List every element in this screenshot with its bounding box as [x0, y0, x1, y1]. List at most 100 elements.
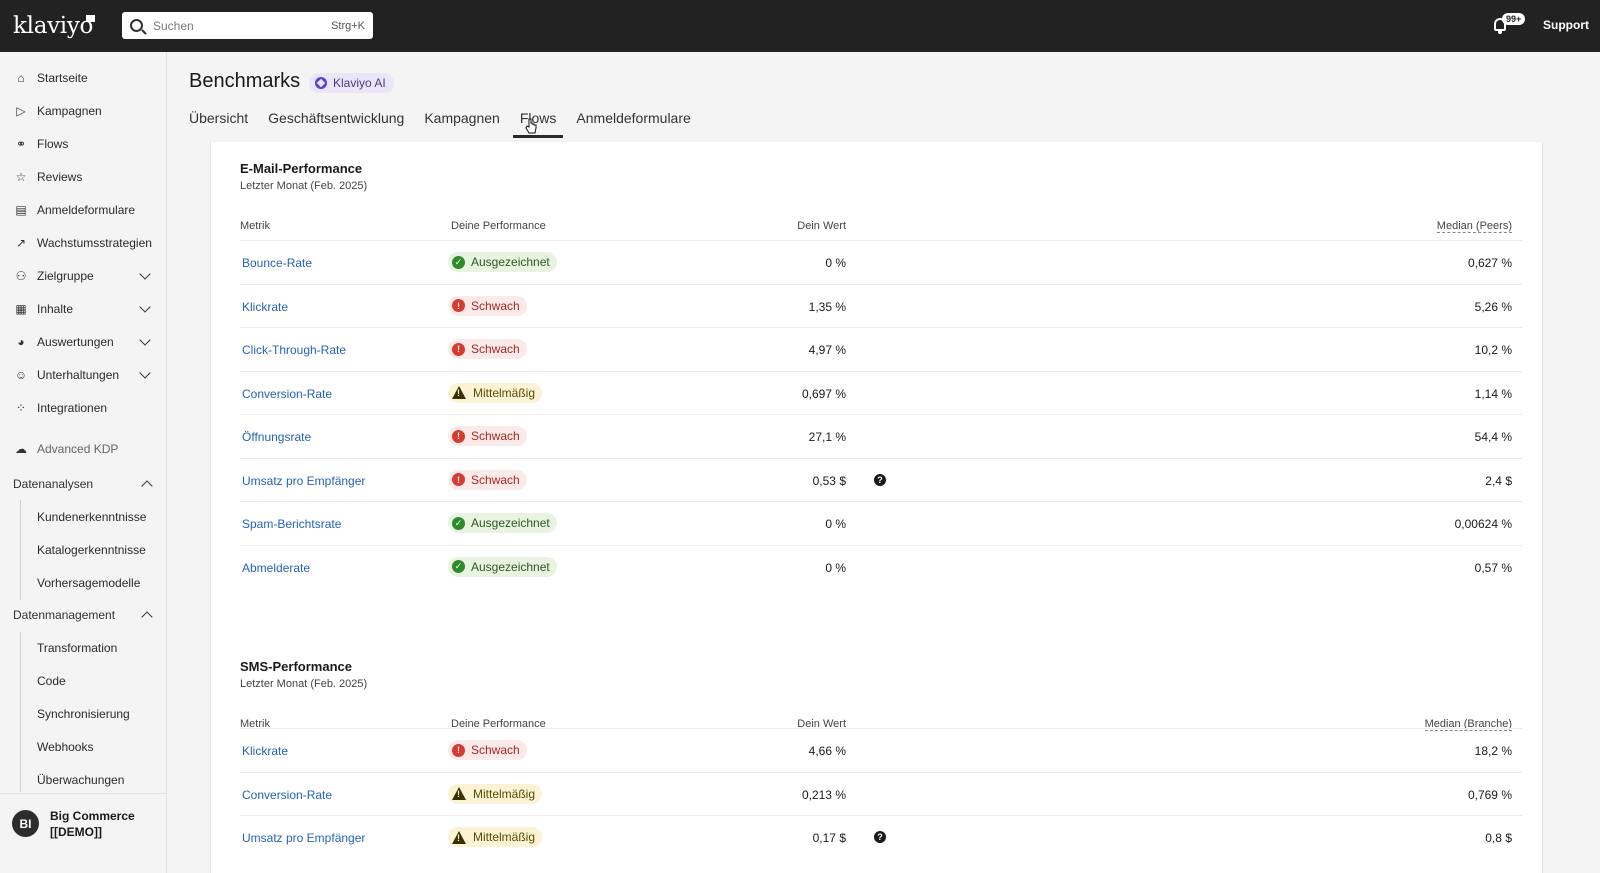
support-link[interactable]: Support — [1543, 18, 1589, 32]
performance-badge: ✓ Ausgezeichnet — [448, 513, 557, 533]
sidebar-subitem-kundenerkenntnisse[interactable]: Kundenerkenntnisse — [37, 510, 147, 524]
table-row: Umsatz pro Empfänger! Schwach 0,53 $? 2,4 $ — [240, 457, 1522, 501]
column-header-metric: Metrik — [240, 220, 270, 232]
star-icon: ☆ — [15, 170, 27, 184]
table-row: Spam-Berichtsrate ✓ Ausgezeichnet 0 % 0,0062… — [240, 501, 1522, 544]
sidebar-subitem-katalogerkenntnisse[interactable]: Katalogerkenntnisse — [37, 543, 146, 557]
sidebar-subitem-transformation[interactable]: Transformation — [37, 641, 118, 655]
sidebar-item-label: Anmeldeformulare — [37, 203, 136, 217]
search-input[interactable] — [153, 18, 332, 33]
sidebar-item-startseite[interactable]: ⌂ Startseite — [0, 64, 166, 92]
check-circle-icon: ✓ — [452, 255, 465, 269]
page-header: Benchmarks Klaviyo AI Übersicht Geschäft… — [167, 52, 1600, 142]
tab-kampagnen[interactable]: Kampagnen — [424, 110, 500, 126]
table-row: Öffnungsrate! Schwach 27,1 % 54,4 % — [240, 414, 1522, 457]
median-value: 5,26 % — [1474, 299, 1512, 314]
sidebar-item-zielgruppe[interactable]: ⚇ Zielgruppe — [0, 262, 166, 290]
sidebar-item-advanced-kdp[interactable]: ☁ Advanced KDP — [0, 435, 166, 463]
sidebar-subitem-synchronisierung[interactable]: Synchronisierung — [37, 707, 130, 721]
performance-badge-label: Mittelmäßig — [473, 385, 536, 400]
trend-icon: ↗ — [15, 236, 27, 250]
performance-badge: ! Schwach — [448, 740, 527, 760]
help-icon[interactable]: ? — [874, 831, 886, 843]
metric-link[interactable]: Abmelderate — [242, 560, 311, 575]
column-header-median[interactable]: Median (Peers) — [1436, 220, 1512, 233]
metric-link[interactable]: Öffnungsrate — [242, 430, 312, 444]
column-header-metric: Metrik — [240, 718, 270, 730]
help-icon[interactable]: ? — [874, 473, 886, 486]
alert-circle-icon: ! — [452, 743, 465, 757]
pie-chart-icon: ◕ — [17, 335, 25, 349]
check-circle-icon: ✓ — [452, 560, 465, 573]
metric-link[interactable]: Click-Through-Rate — [242, 343, 347, 357]
performance-badge-label: Ausgezeichnet — [471, 559, 550, 574]
tab-uebersicht[interactable]: Übersicht — [189, 110, 249, 126]
warning-triangle-icon — [452, 830, 466, 844]
metric-link[interactable]: Klickrate — [242, 744, 289, 758]
sidebar-item-label: Wachstumsstrategien — [37, 236, 152, 250]
sparkle-icon — [315, 77, 327, 89]
account-switcher[interactable]: BI Big Commerce [[DEMO]] — [0, 793, 166, 873]
median-value: 0,8 $ — [1485, 831, 1512, 845]
sidebar-subitem-ueberwachungen[interactable]: Überwachungen — [37, 773, 125, 787]
chevron-down-icon — [139, 367, 151, 379]
tab-bar: Übersicht Geschäftsentwicklung Kampagnen… — [189, 110, 711, 138]
performance-badge: Mittelmäßig — [448, 783, 543, 804]
median-value: 54,4 % — [1474, 430, 1512, 444]
sidebar-item-reviews[interactable]: ☆ Reviews — [0, 163, 166, 191]
klaviyo-logo[interactable]: klaviyo — [13, 13, 113, 39]
sidebar-item-wachstumsstrategien[interactable]: ↗ Wachstumsstrategien — [0, 229, 166, 257]
chevron-up-icon[interactable] — [141, 480, 153, 492]
sidebar-item-auswertungen[interactable]: ◕ Auswertungen — [0, 328, 166, 356]
metric-link[interactable]: Umsatz pro Empfänger — [242, 831, 366, 845]
performance-badge-label: Schwach — [471, 342, 520, 356]
performance-badge: ✓ Ausgezeichnet — [448, 252, 557, 272]
metric-link[interactable]: Conversion-Rate — [242, 386, 333, 401]
hand-cursor-icon — [525, 118, 537, 134]
performance-badge-label: Schwach — [471, 472, 520, 487]
metric-link[interactable]: Umsatz pro Empfänger — [242, 473, 366, 488]
sidebar-item-flows[interactable]: ⚭ Flows — [0, 130, 166, 158]
notifications-button[interactable]: 99+ — [1492, 13, 1526, 38]
chevron-up-icon[interactable] — [141, 611, 153, 623]
metric-link[interactable]: Bounce-Rate — [242, 256, 313, 270]
metric-link[interactable]: Spam-Berichtsrate — [242, 517, 342, 531]
column-header-median[interactable]: Median (Branche) — [1424, 718, 1512, 731]
median-value: 2,4 $ — [1485, 473, 1512, 488]
form-icon: ▤ — [15, 203, 27, 217]
tab-anmeldeformulare[interactable]: Anmeldeformulare — [576, 110, 691, 126]
search-icon — [130, 19, 143, 32]
klaviyo-ai-badge[interactable]: Klaviyo AI — [309, 73, 394, 93]
sidebar-subitem-vorhersagemodelle[interactable]: Vorhersagemodelle — [37, 576, 141, 590]
flow-icon: ⚭ — [15, 137, 27, 151]
sidebar-item-kampagnen[interactable]: ▷ Kampagnen — [0, 97, 166, 125]
median-value: 0,57 % — [1474, 560, 1512, 575]
performance-badge-label: Mittelmäßig — [473, 830, 536, 844]
check-circle-icon: ✓ — [452, 516, 465, 530]
chevron-down-icon — [139, 301, 151, 313]
sidebar-item-inhalte[interactable]: ▦ Inhalte — [0, 295, 166, 323]
median-value: 1,14 % — [1474, 386, 1512, 401]
your-value: 0,213 % — [801, 787, 846, 802]
performance-badge-label: Schwach — [471, 429, 520, 443]
sidebar-item-unterhaltungen[interactable]: ☺ Unterhaltungen — [0, 361, 166, 389]
metric-link[interactable]: Klickrate — [242, 299, 289, 314]
section-datenmanagement[interactable]: Datenmanagement — [13, 608, 116, 622]
sidebar-item-integrationen[interactable]: ⁘ Integrationen — [0, 394, 166, 422]
sidebar-item-anmeldeformulare[interactable]: ▤ Anmeldeformulare — [0, 196, 166, 224]
your-value: 0 % — [825, 560, 846, 575]
sidebar-subitem-webhooks[interactable]: Webhooks — [37, 740, 94, 754]
sidebar-subitem-code[interactable]: Code — [37, 674, 66, 688]
alert-circle-icon: ! — [452, 299, 465, 312]
performance-badge: ! Schwach — [448, 426, 527, 446]
chevron-down-icon — [139, 334, 151, 346]
chat-icon: ☺ — [14, 368, 28, 382]
home-icon: ⌂ — [17, 71, 25, 85]
section-datenanalysen[interactable]: Datenanalysen — [13, 477, 94, 491]
tree-line — [20, 632, 21, 792]
tab-geschaeftsentwicklung[interactable]: Geschäftsentwicklung — [268, 110, 405, 126]
search-box[interactable]: Strg+K — [122, 12, 373, 39]
metric-link[interactable]: Conversion-Rate — [242, 787, 333, 802]
notifications-badge: 99+ — [1502, 13, 1526, 25]
account-name: Big Commerce [[DEMO]] — [50, 809, 135, 839]
